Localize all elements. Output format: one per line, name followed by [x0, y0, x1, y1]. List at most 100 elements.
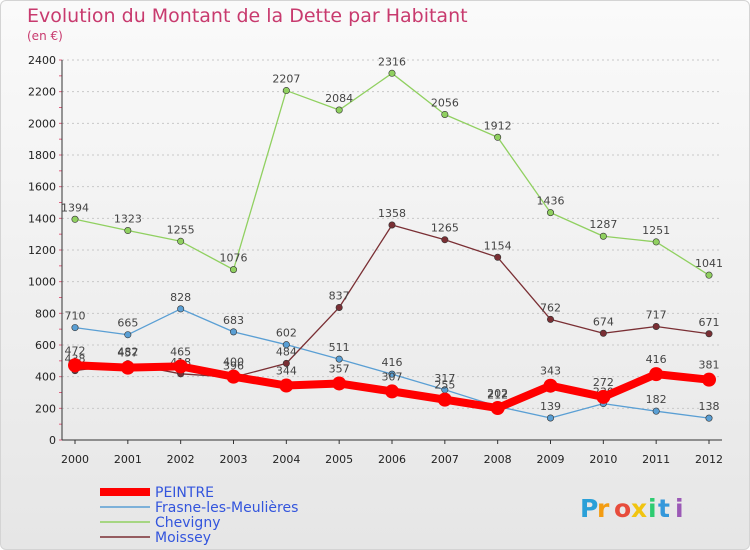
- x-tick-label: 2003: [220, 453, 248, 466]
- data-point: [226, 369, 241, 384]
- data-point: [282, 341, 290, 349]
- data-point: [279, 378, 294, 393]
- data-point: [71, 215, 79, 223]
- series-3: 4384824183964848371358126511547626747176…: [65, 207, 720, 381]
- data-point: [173, 359, 188, 374]
- data-label: 255: [434, 379, 455, 392]
- data-label: 710: [65, 310, 86, 323]
- logo-letter: x: [631, 494, 647, 523]
- data-label: 465: [170, 345, 191, 358]
- x-tick-label: 2009: [537, 453, 565, 466]
- data-point: [71, 324, 79, 332]
- data-label: 472: [65, 344, 86, 357]
- data-point: [388, 221, 396, 229]
- data-label: 1255: [167, 223, 195, 236]
- data-point: [649, 367, 664, 382]
- y-tick-label: 1800: [28, 149, 56, 162]
- proxiti-logo: Pr o x i t i: [580, 494, 684, 523]
- data-label: 1436: [537, 195, 565, 208]
- logo-letter: o: [614, 494, 631, 523]
- data-point: [437, 392, 452, 407]
- data-point: [124, 331, 132, 339]
- y-tick-label: 1000: [28, 276, 56, 289]
- x-tick-label: 2011: [642, 453, 670, 466]
- data-label: 717: [646, 308, 667, 321]
- logo-letter: r: [597, 494, 610, 523]
- data-point: [441, 110, 449, 118]
- x-tick-label: 2006: [378, 453, 406, 466]
- data-label: 511: [329, 341, 350, 354]
- x-tick-label: 2005: [325, 453, 353, 466]
- data-point: [652, 407, 660, 415]
- series-1: 710665828683602511416317212139230182138: [65, 291, 720, 422]
- data-point: [335, 106, 343, 114]
- data-label: 202: [487, 387, 508, 400]
- data-point: [335, 355, 343, 363]
- data-label: 1394: [61, 201, 89, 214]
- y-tick-label: 800: [35, 307, 56, 320]
- legend: PEINTREFrasne-les-MeulièresChevignyMoiss…: [100, 485, 298, 546]
- x-tick-label: 2010: [589, 453, 617, 466]
- series-line: [74, 72, 710, 276]
- data-label: 674: [593, 315, 614, 328]
- data-point: [652, 238, 660, 246]
- data-label: 2207: [272, 73, 300, 86]
- y-tick-label: 2000: [28, 117, 56, 130]
- data-point: [385, 384, 399, 399]
- data-label: 343: [540, 365, 561, 378]
- x-tick-label: 2012: [695, 453, 723, 466]
- y-tick-label: 600: [35, 339, 56, 352]
- data-label: 837: [329, 289, 350, 302]
- y-tick-label: 2200: [28, 86, 56, 99]
- data-point: [705, 414, 713, 422]
- legend-label: PEINTRE: [155, 485, 214, 501]
- logo-letters: Pr o x i t i: [580, 494, 684, 523]
- data-label: 828: [170, 291, 191, 304]
- data-label: 1287: [589, 218, 617, 231]
- data-label: 317: [434, 372, 455, 385]
- data-point: [68, 358, 82, 373]
- data-label: 457: [117, 347, 138, 360]
- data-point: [388, 69, 396, 77]
- data-point: [335, 303, 343, 311]
- data-label: 1265: [431, 222, 459, 235]
- data-label: 182: [646, 393, 667, 406]
- data-point: [599, 329, 607, 337]
- data-label: 1041: [695, 257, 723, 270]
- data-label: 1358: [378, 207, 406, 220]
- data-label: 307: [382, 370, 403, 383]
- data-point: [177, 237, 185, 245]
- x-tick-label: 2008: [484, 453, 512, 466]
- data-label: 416: [646, 353, 667, 366]
- data-label: 400: [223, 356, 244, 369]
- data-label: 2084: [325, 92, 353, 105]
- x-tick-label: 2004: [272, 453, 300, 466]
- data-label: 381: [699, 359, 720, 372]
- data-label: 1251: [642, 224, 670, 237]
- data-point: [705, 330, 713, 338]
- data-point: [702, 372, 716, 387]
- data-point: [599, 232, 607, 240]
- data-label: 138: [699, 400, 720, 413]
- data-label: 484: [276, 345, 297, 358]
- data-point: [441, 236, 449, 244]
- data-point: [230, 328, 238, 336]
- logo-letter: i: [675, 494, 684, 523]
- data-label: 139: [540, 400, 561, 413]
- data-point: [546, 209, 554, 217]
- x-tick-label: 2000: [61, 453, 89, 466]
- y-tick-label: 1400: [28, 212, 56, 225]
- data-label: 1323: [114, 213, 142, 226]
- data-label: 1154: [484, 239, 512, 252]
- y-tick-label: 2400: [28, 54, 56, 67]
- data-point: [705, 271, 713, 279]
- data-point: [388, 370, 396, 378]
- data-label: 212: [487, 388, 508, 401]
- data-label: 357: [329, 362, 350, 375]
- data-label: 602: [276, 327, 297, 340]
- legend-label: Chevigny: [155, 515, 220, 531]
- data-label: 762: [540, 301, 561, 314]
- data-point: [546, 414, 554, 422]
